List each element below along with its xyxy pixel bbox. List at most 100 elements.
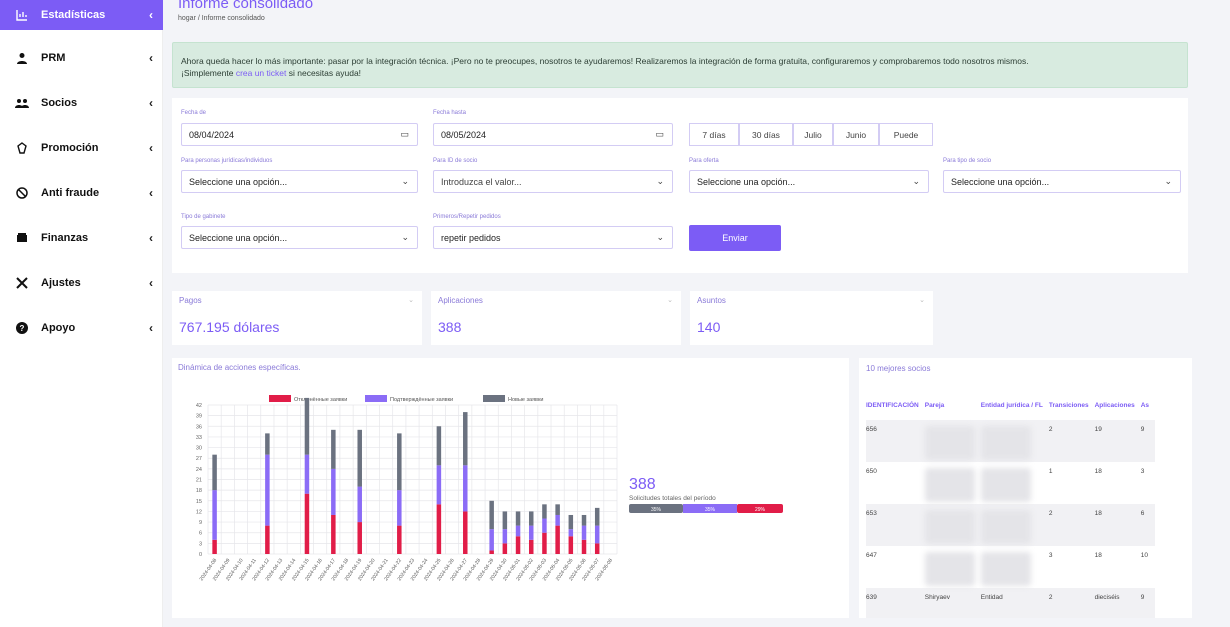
bar-segment[interactable] bbox=[331, 514, 336, 554]
bar-segment[interactable] bbox=[581, 539, 587, 554]
column-header[interactable]: As bbox=[1140, 401, 1150, 409]
bar-segment[interactable] bbox=[528, 539, 534, 554]
cabinet-type-select[interactable]: Seleccione una opción... ⌄ bbox=[181, 226, 418, 249]
bar-segment[interactable] bbox=[304, 454, 310, 494]
sidebar-item-5[interactable]: Finanzas ‹ bbox=[0, 223, 163, 253]
date-from-input[interactable]: 08/04/2024 ▭ bbox=[181, 123, 418, 146]
bar-segment[interactable] bbox=[357, 486, 362, 523]
bar-segment[interactable] bbox=[397, 525, 402, 554]
table-row[interactable]: 656 2 19 9 bbox=[866, 420, 1156, 462]
chevron-down-icon[interactable]: ⌄ bbox=[667, 297, 673, 304]
bar-segment[interactable] bbox=[331, 468, 336, 515]
sidebar-item-7[interactable]: ? Apoyo ‹ bbox=[0, 313, 163, 343]
chevron-left-icon[interactable]: ‹ bbox=[149, 321, 153, 335]
bar-segment[interactable] bbox=[581, 514, 587, 526]
bar-segment[interactable] bbox=[555, 525, 560, 554]
chevron-left-icon[interactable]: ‹ bbox=[149, 96, 153, 110]
bar-segment[interactable] bbox=[212, 490, 217, 540]
partner-id-input[interactable]: Introduzca el valor... ⌄ bbox=[433, 170, 673, 193]
chevron-left-icon[interactable]: ‹ bbox=[149, 276, 153, 290]
submit-button[interactable]: Enviar bbox=[689, 225, 781, 251]
column-header[interactable]: Aplicaciones bbox=[1094, 401, 1135, 409]
bar-segment[interactable] bbox=[357, 522, 362, 554]
sidebar-item-3[interactable]: Promoción ‹ bbox=[0, 133, 163, 163]
bar-segment[interactable] bbox=[397, 433, 402, 491]
bar-segment[interactable] bbox=[568, 536, 574, 554]
range-7-days-button[interactable]: 7 días bbox=[689, 123, 739, 146]
bar-segment[interactable] bbox=[594, 543, 600, 554]
bar-segment[interactable] bbox=[331, 429, 336, 469]
bar-segment[interactable] bbox=[304, 493, 310, 554]
sidebar-item-0[interactable]: Estadísticas ‹ bbox=[0, 0, 163, 30]
bar-segment[interactable] bbox=[265, 525, 270, 554]
chevron-left-icon[interactable]: ‹ bbox=[149, 8, 153, 22]
bar-segment[interactable] bbox=[357, 429, 362, 487]
bar-segment[interactable] bbox=[515, 536, 521, 554]
bar-segment[interactable] bbox=[265, 433, 270, 455]
bar-segment[interactable] bbox=[581, 525, 587, 540]
chevron-left-icon[interactable]: ‹ bbox=[149, 186, 153, 200]
bar-segment[interactable] bbox=[212, 454, 217, 491]
bar-segment[interactable] bbox=[463, 412, 468, 466]
bar-segment[interactable] bbox=[304, 397, 310, 455]
date-to-input[interactable]: 08/05/2024 ▭ bbox=[433, 123, 673, 146]
bar-segment[interactable] bbox=[502, 529, 508, 544]
offer-select[interactable]: Seleccione una opción... ⌄ bbox=[689, 170, 929, 193]
range-july-button[interactable]: Julio bbox=[793, 123, 833, 146]
sidebar-item-1[interactable]: PRM ‹ bbox=[0, 43, 163, 73]
person-type-select[interactable]: Seleccione una opción... ⌄ bbox=[181, 170, 418, 193]
chevron-left-icon[interactable]: ‹ bbox=[149, 231, 153, 245]
bar-segment[interactable] bbox=[542, 504, 547, 519]
bar-segment[interactable] bbox=[489, 550, 494, 554]
bar-segment[interactable] bbox=[528, 525, 534, 540]
bar-segment[interactable] bbox=[463, 511, 468, 554]
bar-segment[interactable] bbox=[489, 529, 494, 551]
bar-segment[interactable] bbox=[594, 507, 600, 526]
bar-segment[interactable] bbox=[212, 539, 217, 554]
bar-segment[interactable] bbox=[436, 465, 442, 505]
sidebar-item-2[interactable]: Socios ‹ bbox=[0, 88, 163, 118]
bar-segment[interactable] bbox=[555, 514, 560, 526]
bar-segment[interactable] bbox=[463, 465, 468, 512]
bar-segment[interactable] bbox=[542, 518, 547, 533]
bar-segment[interactable] bbox=[515, 525, 521, 537]
chevron-down-icon[interactable]: ⌄ bbox=[919, 297, 925, 304]
bar-segment[interactable] bbox=[502, 511, 508, 530]
column-header[interactable]: Transiciones bbox=[1048, 401, 1089, 409]
bar-segment[interactable] bbox=[528, 511, 534, 526]
bar-segment[interactable] bbox=[436, 504, 442, 554]
sidebar-item-6[interactable]: Ajustes ‹ bbox=[0, 268, 163, 298]
table-row[interactable]: 650 1 18 3 bbox=[866, 462, 1155, 504]
range-june-button[interactable]: Junio bbox=[833, 123, 879, 146]
table-cell: 2 bbox=[1048, 420, 1095, 462]
calendar-icon[interactable]: ▭ bbox=[655, 129, 664, 139]
chevron-left-icon[interactable]: ‹ bbox=[149, 141, 153, 155]
calendar-icon[interactable]: ▭ bbox=[400, 129, 409, 139]
bar-segment[interactable] bbox=[502, 543, 508, 554]
sidebar-item-4[interactable]: Anti fraude ‹ bbox=[0, 178, 163, 208]
table-row[interactable]: 647 3 18 10 bbox=[866, 546, 1155, 588]
bar-segment[interactable] bbox=[542, 532, 547, 554]
column-header[interactable]: IDENTIFICACIÓN bbox=[866, 401, 919, 409]
chevron-left-icon[interactable]: ‹ bbox=[149, 51, 153, 65]
range-may-button[interactable]: Puede bbox=[879, 123, 933, 146]
bar-segment[interactable] bbox=[436, 426, 442, 466]
create-ticket-link[interactable]: crea un ticket bbox=[235, 68, 287, 78]
bar-segment[interactable] bbox=[555, 504, 560, 515]
table-row[interactable]: 653 2 18 6 bbox=[866, 504, 1156, 546]
orders-select[interactable]: repetir pedidos ⌄ bbox=[433, 226, 673, 249]
partner-type-select[interactable]: Seleccione una opción... ⌄ bbox=[943, 170, 1181, 193]
bar-segment[interactable] bbox=[489, 500, 494, 530]
table-row[interactable]: 639 Shiryaev Entidad 2 dieciséis 9 bbox=[866, 588, 1156, 618]
bar-segment[interactable] bbox=[515, 511, 521, 526]
bar-segment[interactable] bbox=[568, 529, 574, 537]
bar-segment[interactable] bbox=[265, 454, 270, 526]
bar-segment[interactable] bbox=[568, 514, 574, 530]
bar-segment[interactable] bbox=[594, 525, 600, 544]
table-cell: 3 bbox=[1140, 468, 1145, 475]
chevron-down-icon[interactable]: ⌄ bbox=[408, 297, 414, 304]
column-header[interactable]: Entidad jurídica / FL bbox=[980, 401, 1043, 409]
bar-segment[interactable] bbox=[397, 490, 402, 526]
column-header[interactable]: Pareja bbox=[924, 401, 945, 409]
range-30-days-button[interactable]: 30 días bbox=[739, 123, 793, 146]
